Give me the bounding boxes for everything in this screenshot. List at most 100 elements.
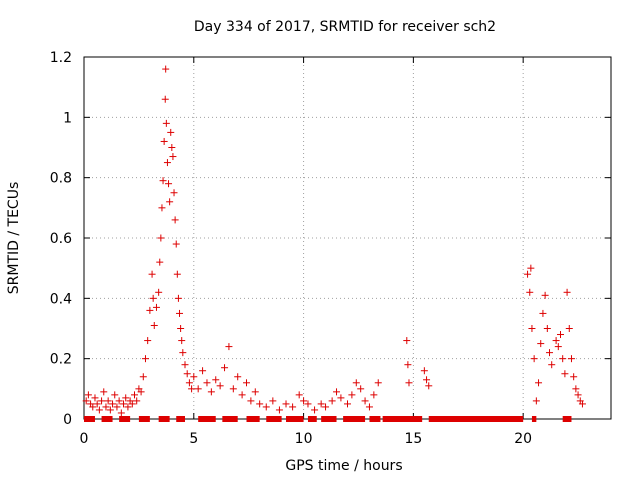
data-point [93,400,101,408]
data-point [152,303,160,311]
data-point [295,391,303,399]
data-point [106,406,114,414]
data-point [137,388,145,396]
data-point [115,397,123,405]
data-point [162,65,170,73]
y-tick-label: 0.6 [50,231,72,247]
data-point [111,391,119,399]
data-point [317,400,325,408]
data-point [337,394,345,402]
data-point [532,397,540,405]
data-point [168,144,176,151]
data-point [546,349,554,357]
y-tick-label: 0.4 [50,291,72,307]
data-point [194,385,202,393]
data-point [539,309,547,317]
data-point [311,406,319,414]
data-point [104,397,112,405]
data-point [357,385,365,393]
data-point [139,373,147,381]
x-tick-label: 0 [80,431,89,447]
data-point [282,400,290,408]
data-point [203,379,211,387]
data-point [572,385,580,393]
data-point [403,337,411,345]
data-point [556,331,564,339]
data-point [120,400,128,408]
data-point [91,394,99,402]
data-point [165,180,173,188]
data-point [179,349,187,357]
data-point [160,137,168,145]
data-point [348,391,356,399]
data-point [157,234,165,242]
data-point [95,406,103,414]
y-tick-label: 1.2 [50,50,72,66]
data-point [190,373,198,381]
data-point [155,288,163,296]
data-point [109,400,117,408]
data-point [565,325,573,332]
x-tick-label: 15 [404,431,422,447]
data-point [174,294,182,302]
data-point [82,397,90,405]
data-point [141,355,149,363]
data-point [365,403,373,411]
data-point [425,382,433,390]
data-point [102,403,110,411]
data-point [159,177,167,185]
data-point [251,388,259,396]
data-point [322,403,330,411]
data-point [163,159,171,167]
data-point [173,270,181,278]
data-point [405,379,413,387]
data-point [162,119,170,127]
data-point [242,379,250,387]
data-point [225,343,233,351]
data-point [344,400,351,408]
data-point [146,306,154,314]
data-point [537,340,545,348]
data-point [84,391,92,399]
data-point [300,397,308,405]
data-point [128,400,136,408]
data-point [158,204,166,212]
data-point [177,325,185,332]
data-point [289,403,297,411]
data-point [247,397,255,405]
data-point [304,400,312,408]
data-point [528,325,536,332]
data-point [559,355,567,363]
data-point [117,409,125,417]
y-tick-label: 0 [63,412,72,428]
data-point [567,355,575,363]
data-point [166,198,174,206]
y-tick-label: 0.8 [50,171,72,187]
data-point [172,240,180,248]
data-point [229,385,237,393]
data-point [98,397,106,405]
data-point [156,258,164,266]
data-point [216,382,224,390]
data-point [526,288,534,296]
data-point [89,403,97,411]
x-axis-label: GPS time / hours [285,458,402,474]
data-point [256,400,264,408]
data-point [561,370,569,378]
data-point [535,379,543,387]
data-point [361,397,369,405]
data-point [124,403,132,411]
x-tick-label: 10 [295,431,313,447]
data-point [374,379,382,387]
data-point [530,355,538,363]
data-point [207,388,215,396]
data-point [262,403,270,411]
data-point [423,376,431,384]
data-point [170,189,178,197]
data-point [176,309,184,317]
data-point [541,291,549,299]
data-point [352,379,360,387]
data-point [269,397,277,405]
x-tick-label: 20 [514,431,532,447]
